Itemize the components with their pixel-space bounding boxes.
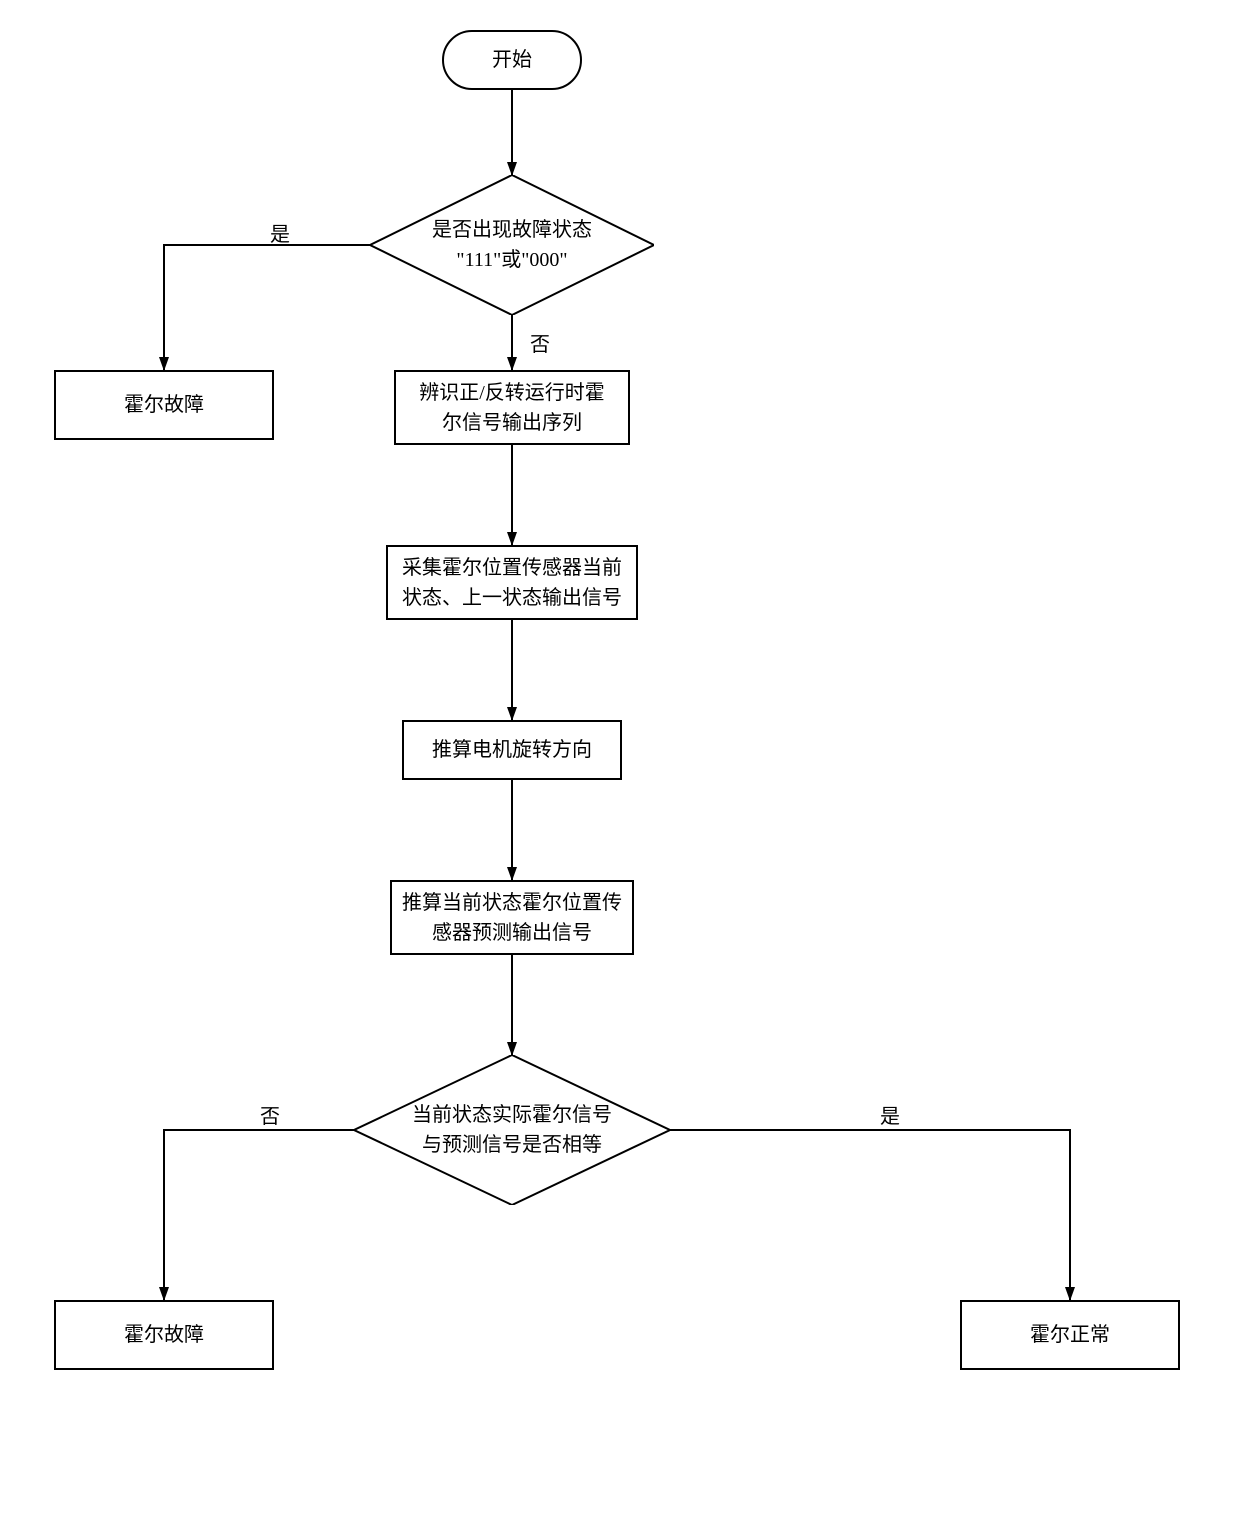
estimate-direction: 推算电机旋转方向: [402, 720, 622, 780]
decision-compare-signal-label: 当前状态实际霍尔信号与预测信号是否相等: [382, 1100, 642, 1160]
hall-fault-bottom: 霍尔故障: [54, 1300, 274, 1370]
start-node: 开始: [442, 30, 582, 90]
edge-label-d1-yes: 是: [270, 218, 290, 247]
decision-compare-signal: 当前状态实际霍尔信号与预测信号是否相等: [354, 1055, 670, 1205]
hall-fault-top-label: 霍尔故障: [124, 390, 204, 420]
hall-normal-label: 霍尔正常: [1030, 1320, 1110, 1350]
edge-e_d2_fault: [164, 1130, 354, 1300]
identify-sequence: 辨识正/反转运行时霍尔信号输出序列: [394, 370, 630, 445]
decision-fault-state-label: 是否出现故障状态"111"或"000": [402, 215, 622, 275]
edge-label-d2-no: 否: [260, 1100, 280, 1129]
hall-normal: 霍尔正常: [960, 1300, 1180, 1370]
decision-fault-state: 是否出现故障状态"111"或"000": [370, 175, 654, 315]
edge-label-d2-yes: 是: [880, 1100, 900, 1129]
collect-hall-state-label: 采集霍尔位置传感器当前状态、上一状态输出信号: [402, 553, 622, 613]
identify-sequence-label: 辨识正/反转运行时霍尔信号输出序列: [419, 378, 605, 438]
edge-label-d1-no: 否: [530, 328, 550, 357]
edge-e_d2_normal: [670, 1130, 1070, 1300]
collect-hall-state: 采集霍尔位置传感器当前状态、上一状态输出信号: [386, 545, 638, 620]
start-label: 开始: [492, 45, 532, 75]
hall-fault-bottom-label: 霍尔故障: [124, 1320, 204, 1350]
hall-fault-top: 霍尔故障: [54, 370, 274, 440]
flowchart-canvas: 开始 是否出现故障状态"111"或"000" 霍尔故障 辨识正/反转运行时霍尔信…: [0, 0, 1240, 1521]
predict-output: 推算当前状态霍尔位置传感器预测输出信号: [390, 880, 634, 955]
estimate-direction-label: 推算电机旋转方向: [432, 735, 592, 765]
edge-e_d1_fault: [164, 245, 370, 370]
predict-output-label: 推算当前状态霍尔位置传感器预测输出信号: [402, 888, 622, 948]
